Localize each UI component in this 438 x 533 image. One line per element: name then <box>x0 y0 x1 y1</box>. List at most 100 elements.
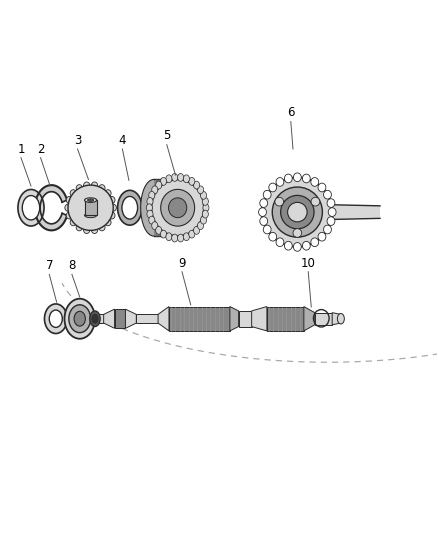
Ellipse shape <box>269 183 277 192</box>
Ellipse shape <box>85 198 97 203</box>
Text: 5: 5 <box>163 130 170 142</box>
Ellipse shape <box>45 304 67 334</box>
Ellipse shape <box>92 182 98 189</box>
Ellipse shape <box>172 234 178 242</box>
Bar <box>85 200 97 215</box>
Ellipse shape <box>281 196 314 229</box>
Ellipse shape <box>117 190 142 225</box>
Ellipse shape <box>327 199 335 207</box>
Ellipse shape <box>276 238 284 247</box>
Ellipse shape <box>198 186 204 194</box>
Ellipse shape <box>22 196 40 220</box>
Ellipse shape <box>318 232 326 241</box>
Polygon shape <box>267 306 304 331</box>
Ellipse shape <box>84 182 90 189</box>
Ellipse shape <box>324 190 332 199</box>
Ellipse shape <box>64 298 95 339</box>
Ellipse shape <box>99 224 105 231</box>
Ellipse shape <box>189 177 195 185</box>
Ellipse shape <box>202 198 208 205</box>
Ellipse shape <box>293 229 302 237</box>
Ellipse shape <box>155 227 162 235</box>
Ellipse shape <box>166 175 172 183</box>
Text: 2: 2 <box>37 142 44 156</box>
Ellipse shape <box>122 197 138 219</box>
Ellipse shape <box>288 203 307 222</box>
Ellipse shape <box>194 181 200 189</box>
Ellipse shape <box>284 241 292 250</box>
Text: 7: 7 <box>46 259 53 272</box>
Ellipse shape <box>260 199 268 207</box>
Ellipse shape <box>147 210 153 218</box>
Polygon shape <box>304 306 315 331</box>
Ellipse shape <box>149 191 155 199</box>
Ellipse shape <box>276 177 284 187</box>
Ellipse shape <box>272 187 322 237</box>
Ellipse shape <box>149 216 155 224</box>
Ellipse shape <box>161 189 194 226</box>
Polygon shape <box>35 185 67 230</box>
Polygon shape <box>239 311 252 327</box>
Ellipse shape <box>70 190 76 197</box>
Ellipse shape <box>263 225 271 234</box>
Ellipse shape <box>261 201 273 223</box>
Ellipse shape <box>152 180 204 236</box>
Ellipse shape <box>260 217 268 225</box>
Ellipse shape <box>160 177 166 185</box>
Ellipse shape <box>49 310 62 327</box>
Ellipse shape <box>293 173 301 182</box>
Ellipse shape <box>74 311 85 326</box>
Ellipse shape <box>263 190 271 199</box>
Polygon shape <box>311 204 380 220</box>
Polygon shape <box>332 313 341 325</box>
Ellipse shape <box>302 174 310 183</box>
Ellipse shape <box>184 175 190 183</box>
Ellipse shape <box>311 238 319 247</box>
Ellipse shape <box>202 210 208 218</box>
Polygon shape <box>158 306 169 331</box>
Polygon shape <box>169 306 230 331</box>
Ellipse shape <box>65 204 71 211</box>
Ellipse shape <box>302 241 310 250</box>
Ellipse shape <box>203 204 209 212</box>
Ellipse shape <box>92 314 98 323</box>
Ellipse shape <box>70 219 76 226</box>
Ellipse shape <box>105 219 111 226</box>
Ellipse shape <box>76 224 82 231</box>
Ellipse shape <box>258 208 266 216</box>
Text: 9: 9 <box>178 256 186 270</box>
Ellipse shape <box>109 197 115 204</box>
Ellipse shape <box>152 186 158 194</box>
Polygon shape <box>230 306 239 331</box>
Ellipse shape <box>105 190 111 197</box>
Ellipse shape <box>284 174 292 183</box>
Ellipse shape <box>318 183 326 192</box>
Ellipse shape <box>88 199 94 201</box>
Ellipse shape <box>66 212 72 219</box>
Ellipse shape <box>262 177 332 247</box>
Ellipse shape <box>169 198 187 217</box>
Ellipse shape <box>201 191 207 199</box>
Ellipse shape <box>189 230 195 238</box>
Ellipse shape <box>177 174 184 181</box>
Ellipse shape <box>99 184 105 192</box>
Ellipse shape <box>269 232 277 241</box>
Text: 6: 6 <box>287 107 295 119</box>
Ellipse shape <box>85 213 97 217</box>
Ellipse shape <box>327 217 335 225</box>
Ellipse shape <box>146 204 152 212</box>
Ellipse shape <box>155 181 162 189</box>
Polygon shape <box>95 314 104 323</box>
Ellipse shape <box>68 185 113 230</box>
Ellipse shape <box>84 227 90 233</box>
Ellipse shape <box>201 216 207 224</box>
Polygon shape <box>125 309 136 328</box>
Polygon shape <box>154 180 178 236</box>
Ellipse shape <box>92 227 98 233</box>
Polygon shape <box>104 309 115 328</box>
Ellipse shape <box>337 313 344 324</box>
Ellipse shape <box>184 233 190 240</box>
Polygon shape <box>252 306 267 331</box>
Ellipse shape <box>311 197 320 206</box>
Ellipse shape <box>160 230 166 238</box>
